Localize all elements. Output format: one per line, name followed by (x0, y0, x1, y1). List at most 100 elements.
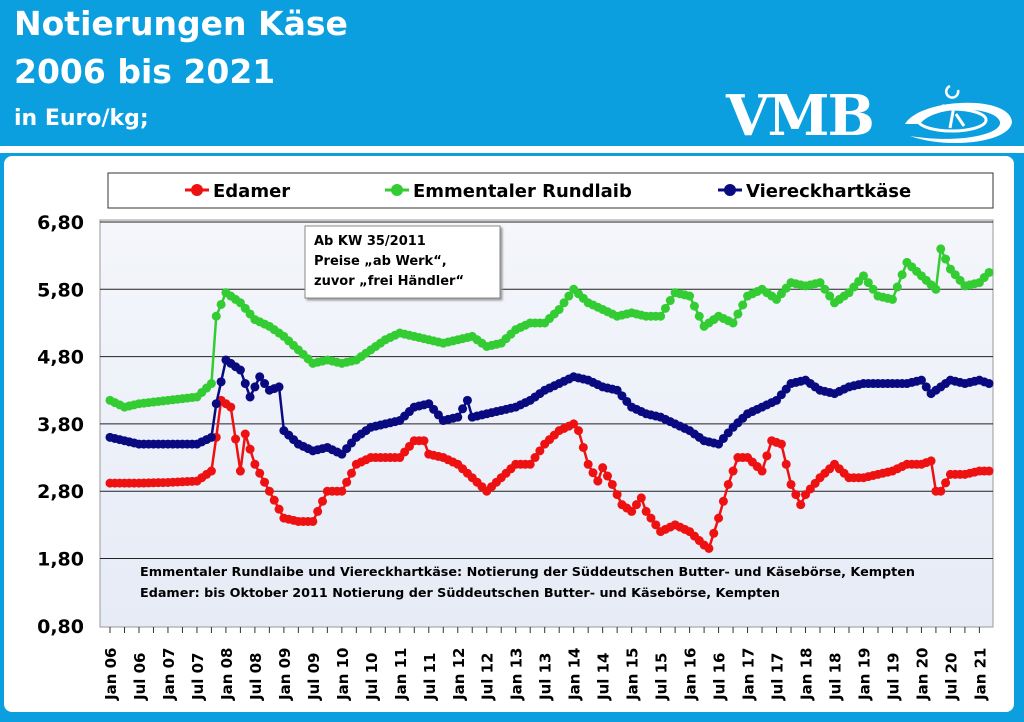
x-tick-label: Jul 19 (884, 653, 902, 702)
data-point (588, 468, 598, 478)
data-point (564, 291, 574, 301)
data-point (718, 496, 728, 506)
x-tick-label: Jul 08 (247, 653, 265, 702)
data-point (941, 254, 951, 264)
data-point (825, 291, 835, 301)
y-tick-label: 6,80 (37, 212, 84, 234)
x-tick-label: Jan 12 (450, 648, 468, 701)
data-point (791, 490, 801, 500)
x-tick-label: Jan 16 (682, 648, 700, 701)
data-point (226, 402, 236, 412)
data-point (631, 500, 641, 510)
x-tick-label: Jul 07 (189, 653, 207, 702)
data-point (231, 434, 241, 444)
data-point (926, 456, 936, 466)
data-point (602, 471, 612, 481)
data-point (984, 466, 994, 476)
footnote-line-2: Edamer: bis Oktober 2011 Notierung der S… (140, 585, 780, 600)
vmb-logo: VMB (720, 84, 1020, 148)
data-point (641, 506, 651, 516)
data-point (245, 444, 255, 454)
data-point (984, 267, 994, 277)
divider (0, 146, 1024, 153)
x-tick-label: Jan 19 (855, 648, 873, 701)
x-tick-label: Jul 11 (421, 653, 439, 702)
x-tick-label: Jul 06 (131, 653, 149, 702)
data-point (892, 282, 902, 292)
legend-item: Emmentaler Rundlaib (385, 181, 632, 202)
data-point (530, 453, 540, 463)
data-point (206, 379, 216, 389)
data-point (796, 500, 806, 510)
data-point (269, 495, 279, 505)
data-point (694, 311, 704, 321)
x-tick-label: Jan 11 (392, 648, 410, 701)
data-point (347, 468, 356, 478)
data-point (646, 513, 656, 523)
y-tick-label: 5,80 (37, 279, 84, 301)
data-point (887, 294, 897, 304)
y-tick-label: 4,80 (37, 347, 84, 369)
data-point (260, 379, 270, 389)
data-point (728, 318, 738, 328)
y-tick-label: 2,80 (37, 481, 84, 503)
legend (107, 172, 994, 209)
data-point (984, 379, 994, 389)
annotation-line-2: Preise „ab Werk“, (314, 254, 447, 269)
annotation-line-3: zuvor „frei Händler“ (314, 274, 464, 289)
data-point (235, 466, 245, 476)
data-point (216, 299, 226, 309)
data-point (211, 399, 221, 409)
data-point (216, 377, 226, 387)
data-point (274, 504, 284, 514)
data-point (419, 436, 429, 446)
annotation-box: Ab KW 35/2011 Preise „ab Werk“, zuvor „f… (304, 225, 501, 299)
data-point (578, 442, 588, 452)
data-point (786, 479, 796, 489)
data-point (612, 490, 622, 500)
data-point (525, 459, 535, 469)
data-point (245, 392, 255, 402)
legend-item: Edamer (185, 181, 290, 202)
y-tick-label: 1,80 (37, 549, 84, 571)
data-point (689, 301, 699, 311)
data-point (916, 375, 926, 385)
data-point (569, 419, 579, 429)
title-line-1: Notierungen Käse (14, 4, 348, 43)
logo-text: VMB (726, 83, 875, 149)
legend-marker-icon (724, 184, 736, 196)
data-point (250, 459, 260, 469)
data-point (757, 466, 767, 476)
x-tick-label: Jan 21 (971, 648, 989, 701)
x-tick-label: Jul 10 (363, 653, 381, 702)
data-point (318, 496, 328, 506)
data-point (598, 463, 608, 473)
data-point (535, 446, 545, 456)
x-tick-label: Jul 15 (653, 653, 671, 702)
data-point (260, 477, 270, 487)
data-point (781, 459, 791, 469)
data-point (342, 477, 352, 487)
x-tick-label: Jul 12 (479, 653, 497, 702)
legend-label: Emmentaler Rundlaib (413, 181, 632, 202)
data-point (337, 486, 347, 496)
legend-label: Edamer (213, 181, 290, 202)
data-point (936, 486, 946, 496)
legend-marker-icon (191, 184, 203, 196)
x-tick-label: Jan 13 (508, 648, 526, 701)
title-line-2: 2006 bis 2021 (14, 52, 276, 91)
x-tick-label: Jan 14 (566, 648, 584, 701)
x-tick-label: Jan 06 (102, 648, 120, 701)
data-point (240, 429, 250, 439)
data-point (235, 365, 245, 375)
x-tick-label: Jan 08 (218, 648, 236, 701)
x-tick-label: Jul 14 (595, 653, 613, 702)
x-tick-label: Jan 09 (276, 648, 294, 701)
data-point (313, 506, 323, 516)
data-point (255, 468, 265, 478)
x-tick-label: Jul 09 (305, 653, 323, 702)
data-point (458, 404, 468, 414)
data-point (453, 412, 463, 422)
data-point (738, 300, 748, 310)
